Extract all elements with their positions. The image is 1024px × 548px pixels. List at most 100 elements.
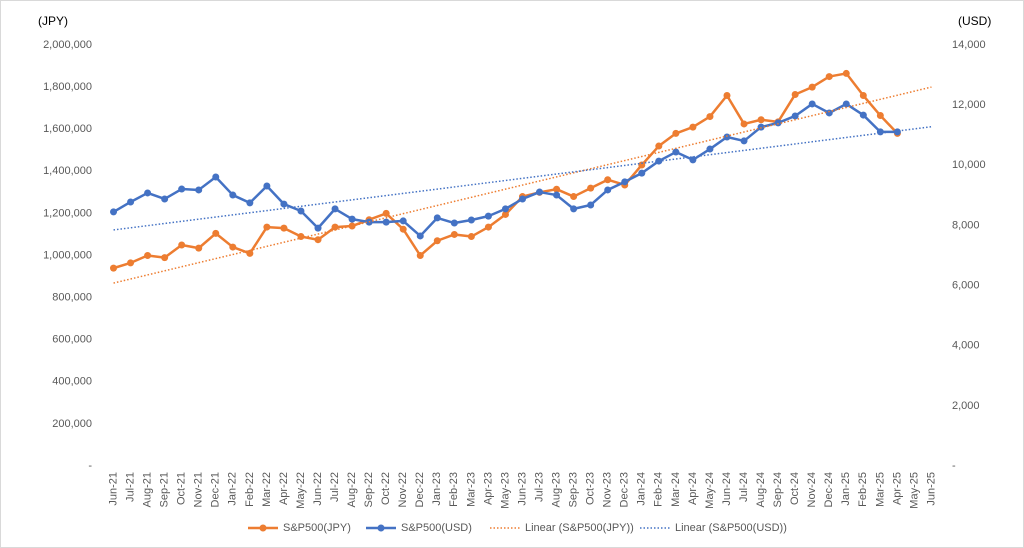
point <box>706 113 714 121</box>
point <box>416 232 424 240</box>
x-tick-label: Aug-21 <box>142 472 154 507</box>
y-tick-label: 600,000 <box>52 334 92 346</box>
point <box>263 182 271 190</box>
y-tick-label: 1,000,000 <box>43 249 92 261</box>
x-tick-label: Jul-24 <box>738 472 750 502</box>
legend-label: S&P500(USD) <box>401 522 472 534</box>
x-tick-label: Sep-22 <box>363 472 375 507</box>
y2-tick-label: 6,000 <box>952 279 980 291</box>
point <box>501 210 509 218</box>
point <box>110 208 118 216</box>
y-tick-label: 200,000 <box>52 418 92 430</box>
x-tick-label: Aug-23 <box>550 472 562 507</box>
y-tick-label: 1,400,000 <box>43 165 92 177</box>
x-tick-label: Mar-25 <box>874 472 886 507</box>
x-tick-label: Jan-25 <box>840 472 852 506</box>
point <box>723 92 731 100</box>
x-tick-label: Nov-22 <box>397 472 409 507</box>
y-tick-label: 1,600,000 <box>43 123 92 135</box>
legend-marker <box>377 524 385 532</box>
point <box>808 83 816 91</box>
point <box>536 188 544 196</box>
point <box>859 92 867 100</box>
point <box>467 233 475 241</box>
y2-tick-label: 8,000 <box>952 219 980 231</box>
point <box>450 230 458 238</box>
x-tick-label: May-25 <box>908 472 920 509</box>
y2-tick-label: - <box>952 460 956 472</box>
y2-tick-label: 10,000 <box>952 159 986 171</box>
point <box>433 214 441 222</box>
x-tick-label: Oct-23 <box>585 472 597 505</box>
point <box>246 199 254 207</box>
x-tick-label: Mar-23 <box>465 472 477 507</box>
point <box>825 109 833 117</box>
y-tick-label: 2,000,000 <box>43 39 92 51</box>
point <box>791 90 799 98</box>
y-tick-label: 800,000 <box>52 292 92 304</box>
point <box>859 111 867 119</box>
x-tick-label: Nov-21 <box>193 472 205 507</box>
point <box>621 178 629 186</box>
point <box>433 237 441 245</box>
y-tick-label: 1,800,000 <box>43 81 92 93</box>
point <box>144 252 152 259</box>
point <box>757 116 765 124</box>
point <box>825 73 833 81</box>
point <box>842 69 850 77</box>
x-tick-label: Dec-21 <box>210 472 222 507</box>
x-tick-label: Mar-24 <box>670 472 682 507</box>
y2-tick-label: 2,000 <box>952 400 980 412</box>
y2-tick-label: 12,000 <box>952 99 986 111</box>
x-tick-label: Dec-23 <box>619 472 631 507</box>
point <box>655 142 663 150</box>
point <box>144 189 152 197</box>
legend-label: Linear (S&P500(JPY)) <box>525 522 634 534</box>
point <box>229 243 237 251</box>
point <box>484 212 492 220</box>
point <box>467 216 475 224</box>
point <box>808 100 816 108</box>
point <box>161 195 169 203</box>
point <box>706 145 714 153</box>
point <box>331 205 339 213</box>
point <box>246 249 254 257</box>
point <box>212 173 220 181</box>
point <box>757 123 765 131</box>
trend-line <box>113 125 932 231</box>
point <box>501 205 509 213</box>
point <box>672 148 680 156</box>
point <box>178 185 186 193</box>
point <box>638 161 646 169</box>
point <box>127 259 135 267</box>
point <box>399 225 407 233</box>
x-tick-label: Feb-25 <box>857 472 869 507</box>
x-tick-label: Jan-24 <box>636 472 648 506</box>
x-tick-label: Sep-23 <box>568 472 580 507</box>
x-tick-label: Jan-22 <box>227 472 239 506</box>
point <box>297 207 305 215</box>
x-tick-label: May-22 <box>295 472 307 509</box>
legend-marker <box>259 524 267 532</box>
x-tick-label: Dec-22 <box>414 472 426 507</box>
point <box>519 195 526 203</box>
point <box>672 129 680 137</box>
y-tick-label: 1,200,000 <box>43 207 92 219</box>
point <box>484 223 492 231</box>
point <box>399 217 407 225</box>
y-axis-title: (JPY) <box>38 14 68 28</box>
x-tick-label: Jul-22 <box>329 472 341 502</box>
point <box>876 112 884 120</box>
y-tick-label: - <box>88 460 92 472</box>
point <box>348 215 356 223</box>
point <box>553 185 561 193</box>
point <box>638 169 646 177</box>
point <box>842 100 850 108</box>
point <box>723 133 731 141</box>
x-tick-label: Aug-24 <box>755 472 767 507</box>
x-tick-label: Jun-24 <box>721 472 733 506</box>
x-tick-label: Mar-22 <box>261 472 273 507</box>
point <box>774 119 782 127</box>
